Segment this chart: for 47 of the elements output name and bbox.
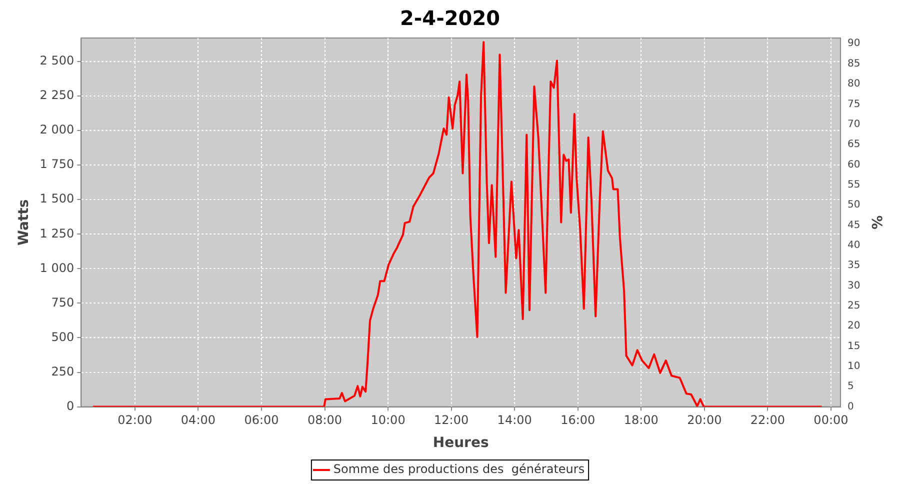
y2-tick-label: 90	[847, 38, 860, 50]
y2-tick-label: 15	[847, 340, 860, 352]
y2-tick-label: 45	[847, 220, 860, 231]
y2-tick-label: 85	[847, 58, 860, 70]
x-tick-label: 04:00	[180, 413, 216, 428]
y-tick-label: 2 000	[40, 122, 74, 137]
x-tick-label: 20:00	[687, 413, 722, 428]
y2-tick-label: 10	[847, 361, 860, 372]
y2-tick-label: 0	[847, 401, 854, 412]
x-tick-label: 14:00	[497, 413, 532, 428]
x-tick-label: 12:00	[434, 413, 469, 428]
y-axis-title: Watts	[16, 199, 32, 246]
y2-tick-label: 80	[847, 78, 860, 90]
y-tick-label: 1 250	[40, 226, 74, 240]
y2-tick-label: 70	[847, 118, 860, 130]
y2-tick-label: 20	[847, 320, 860, 332]
y2-tick-label: 30	[847, 280, 860, 292]
y2-axis-title: %	[868, 215, 884, 230]
x-tick-label: 22:00	[750, 413, 786, 428]
x-tick-label: 02:00	[118, 413, 152, 428]
y-tick-label: 2 250	[40, 88, 74, 102]
x-tick-label: 18:00	[624, 413, 658, 428]
y-tick-label: 0	[66, 398, 74, 413]
y2-tick-label: 50	[847, 200, 860, 211]
x-tick-label: 08:00	[307, 413, 342, 428]
y2-tick-label: 55	[847, 179, 860, 190]
y2-tick-label: 65	[847, 139, 860, 150]
y-tick-label: 1 000	[40, 260, 74, 275]
x-tick-label: 16:00	[560, 413, 596, 428]
x-tick-label: 10:00	[370, 413, 406, 428]
y2-tick-label: 75	[847, 98, 860, 110]
chart-title: 2-4-2020	[400, 6, 500, 30]
y2-tick-label: 40	[847, 240, 860, 251]
legend-label: Somme des productions des générateurs	[333, 462, 585, 476]
y2-tick-label: 35	[847, 260, 860, 272]
y-tick-label: 250	[51, 364, 74, 378]
y2-tick-label: 5	[847, 381, 854, 392]
x-tick-label: 00:00	[814, 413, 848, 428]
y-tick-label: 500	[51, 330, 74, 344]
y-tick-label: 750	[51, 295, 74, 310]
x-axis-title: Heures	[432, 435, 489, 452]
y2-tick-label: 60	[847, 159, 860, 170]
y-tick-label: 1 500	[40, 192, 74, 206]
y-tick-label: 2 500	[40, 54, 74, 68]
x-tick-label: 06:00	[244, 413, 279, 428]
y2-tick-label: 25	[847, 300, 860, 312]
y-tick-label: 1 750	[40, 157, 74, 172]
